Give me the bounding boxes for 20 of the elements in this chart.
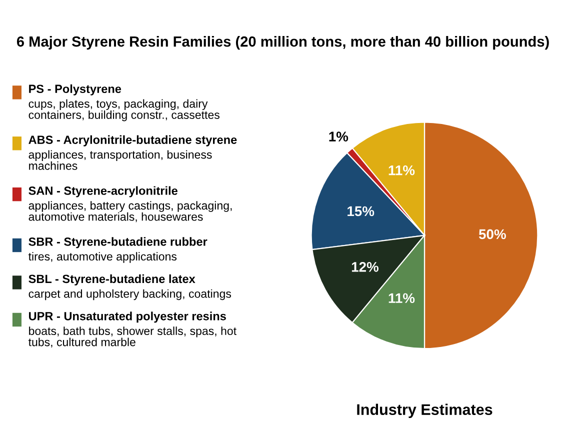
text: appliances, battery castings, packaging, automotive materials, housewares [28, 201, 232, 222]
text: cups, plates, toys, packaging, dairy containers, building constr., cassettes [28, 99, 220, 122]
data-label: 12% [352, 262, 379, 272]
text: carpet and upholstery backing, coatings [28, 289, 232, 300]
data-label: 1% [329, 132, 348, 142]
text: tires, automotive applications [28, 252, 177, 263]
legend-label: UPR - Unsaturated polyester resins [29, 312, 226, 323]
data-label: 15% [348, 206, 374, 216]
legend-label: PS - Polystyrene [29, 84, 122, 96]
legend-label: ABS - Acrylonitrile-butadiene styrene [28, 135, 237, 146]
text: appliances, transportation, business machines [28, 150, 212, 170]
data-label: 11% [388, 165, 415, 176]
data-label: 50% [478, 229, 506, 240]
legend-label: SAN - Styrene-acrylonitrile [28, 186, 178, 198]
text: Industry Estimates [357, 404, 492, 418]
text: boats, bath tubs, shower stalls, spas, hot tubs, cultured marble [28, 326, 236, 348]
legend-label: SBR - Styrene-butadiene rubber [28, 237, 208, 248]
chart-title: 6 Major Styrene Resin Families (20 million tons, more than 40 billion pounds) [16, 36, 549, 50]
legend-label: SBL - Styrene-butadiene latex [28, 274, 196, 286]
data-label: 11% [388, 293, 415, 304]
